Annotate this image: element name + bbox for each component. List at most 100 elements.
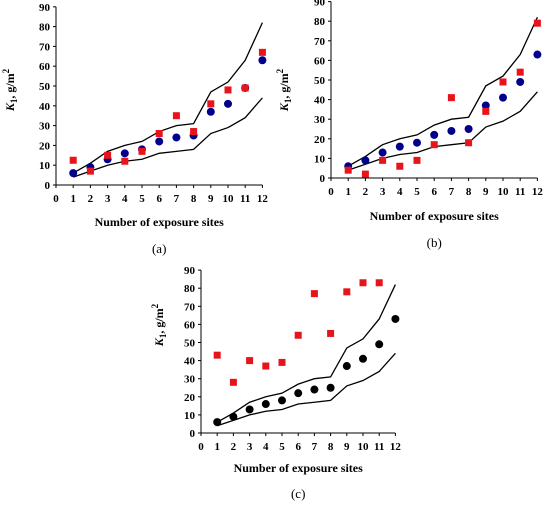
y-tick-label: 10 bbox=[39, 160, 51, 172]
x-tick-label: 6 bbox=[156, 193, 162, 205]
circle-marker bbox=[499, 93, 507, 102]
x-tick-label: 4 bbox=[397, 186, 403, 198]
circle-marker bbox=[155, 137, 164, 146]
square-marker bbox=[104, 151, 112, 159]
x-tick-label: 1 bbox=[214, 441, 220, 453]
y-tick-label: 20 bbox=[39, 140, 51, 152]
y-tick-label: 10 bbox=[314, 153, 326, 165]
circle-marker bbox=[391, 314, 400, 323]
y-tick-label: 50 bbox=[39, 81, 51, 93]
x-tick-label: 6 bbox=[431, 186, 437, 198]
x-tick-label: 3 bbox=[105, 193, 111, 205]
x-tick-label: 0 bbox=[328, 186, 334, 198]
circle-marker bbox=[533, 50, 542, 59]
y-tick-label: 90 bbox=[314, 0, 326, 9]
y-tick-label: 80 bbox=[39, 22, 51, 34]
y-axis-label: K1, g/m2 bbox=[1, 68, 19, 112]
x-tick-label: 3 bbox=[247, 441, 253, 453]
circle-marker bbox=[359, 354, 367, 363]
y-tick-label: 30 bbox=[39, 121, 51, 133]
square-marker bbox=[361, 170, 369, 178]
circle-marker bbox=[224, 99, 232, 108]
panel-label: (b) bbox=[427, 235, 442, 250]
y-tick-label: 70 bbox=[184, 301, 196, 313]
square-marker bbox=[121, 157, 129, 165]
square-marker bbox=[413, 156, 421, 164]
circle-marker bbox=[430, 130, 439, 139]
y-tick-label: 60 bbox=[184, 319, 196, 331]
square-marker bbox=[327, 329, 335, 337]
circle-marker bbox=[310, 385, 319, 394]
circle-marker bbox=[245, 405, 254, 414]
circle-marker bbox=[413, 138, 421, 147]
square-marker bbox=[516, 68, 524, 76]
circle-marker bbox=[206, 107, 215, 116]
x-tick-label: 11 bbox=[240, 193, 250, 205]
x-tick-label: 10 bbox=[223, 193, 235, 205]
circle-marker bbox=[258, 56, 267, 65]
x-tick-label: 5 bbox=[279, 441, 285, 453]
square-marker bbox=[155, 130, 163, 138]
circle-marker bbox=[326, 383, 335, 392]
y-tick-label: 80 bbox=[314, 16, 326, 28]
x-axis-label: Number of exposure sites bbox=[370, 209, 500, 223]
square-marker bbox=[229, 378, 237, 386]
square-marker bbox=[241, 84, 249, 92]
x-tick-label: 1 bbox=[345, 186, 351, 198]
circle-marker bbox=[261, 400, 270, 409]
y-tick-label: 0 bbox=[45, 180, 51, 192]
circle-marker bbox=[447, 126, 456, 135]
square-marker bbox=[207, 100, 215, 108]
x-tick-label: 12 bbox=[390, 441, 402, 453]
x-tick-label: 6 bbox=[295, 441, 301, 453]
x-tick-label: 8 bbox=[191, 193, 197, 205]
square-marker bbox=[359, 279, 367, 287]
circle-marker bbox=[378, 148, 387, 157]
y-tick-label: 0 bbox=[190, 428, 196, 440]
square-marker bbox=[278, 358, 286, 366]
x-tick-label: 8 bbox=[466, 186, 472, 198]
y-tick-label: 70 bbox=[314, 36, 326, 48]
circle-marker bbox=[361, 156, 370, 165]
square-marker bbox=[344, 166, 352, 174]
lower-bound-line bbox=[347, 91, 538, 171]
x-tick-label: 4 bbox=[122, 193, 128, 205]
x-tick-label: 0 bbox=[53, 193, 59, 205]
lower-bound-line bbox=[72, 97, 263, 178]
square-marker bbox=[343, 288, 351, 296]
square-marker bbox=[224, 86, 232, 94]
x-tick-label: 2 bbox=[88, 193, 94, 205]
x-tick-label: 2 bbox=[363, 186, 369, 198]
y-tick-label: 30 bbox=[314, 114, 326, 126]
circle-marker bbox=[172, 133, 181, 142]
circle-marker bbox=[375, 340, 384, 349]
upper-bound-line bbox=[72, 22, 263, 174]
x-tick-label: 9 bbox=[208, 193, 214, 205]
circle-marker bbox=[69, 169, 78, 178]
square-marker bbox=[294, 331, 302, 339]
square-marker bbox=[246, 357, 254, 365]
x-tick-label: 10 bbox=[358, 441, 370, 453]
square-marker bbox=[396, 162, 404, 170]
square-marker bbox=[190, 128, 198, 136]
x-tick-label: 10 bbox=[498, 186, 510, 198]
x-tick-label: 1 bbox=[70, 193, 76, 205]
square-marker bbox=[69, 156, 77, 164]
x-tick-label: 0 bbox=[198, 441, 204, 453]
upper-bound-line bbox=[216, 284, 396, 423]
y-tick-label: 90 bbox=[184, 265, 196, 277]
panel-label: (c) bbox=[291, 486, 305, 501]
y-tick-label: 60 bbox=[39, 61, 51, 73]
x-tick-label: 9 bbox=[483, 186, 489, 198]
square-marker bbox=[86, 167, 94, 175]
square-marker bbox=[258, 48, 266, 56]
y-tick-label: 40 bbox=[314, 95, 326, 107]
square-marker bbox=[262, 362, 270, 370]
square-marker bbox=[533, 19, 541, 27]
square-marker bbox=[172, 112, 180, 120]
x-axis-label: Number of exposure sites bbox=[95, 215, 225, 229]
